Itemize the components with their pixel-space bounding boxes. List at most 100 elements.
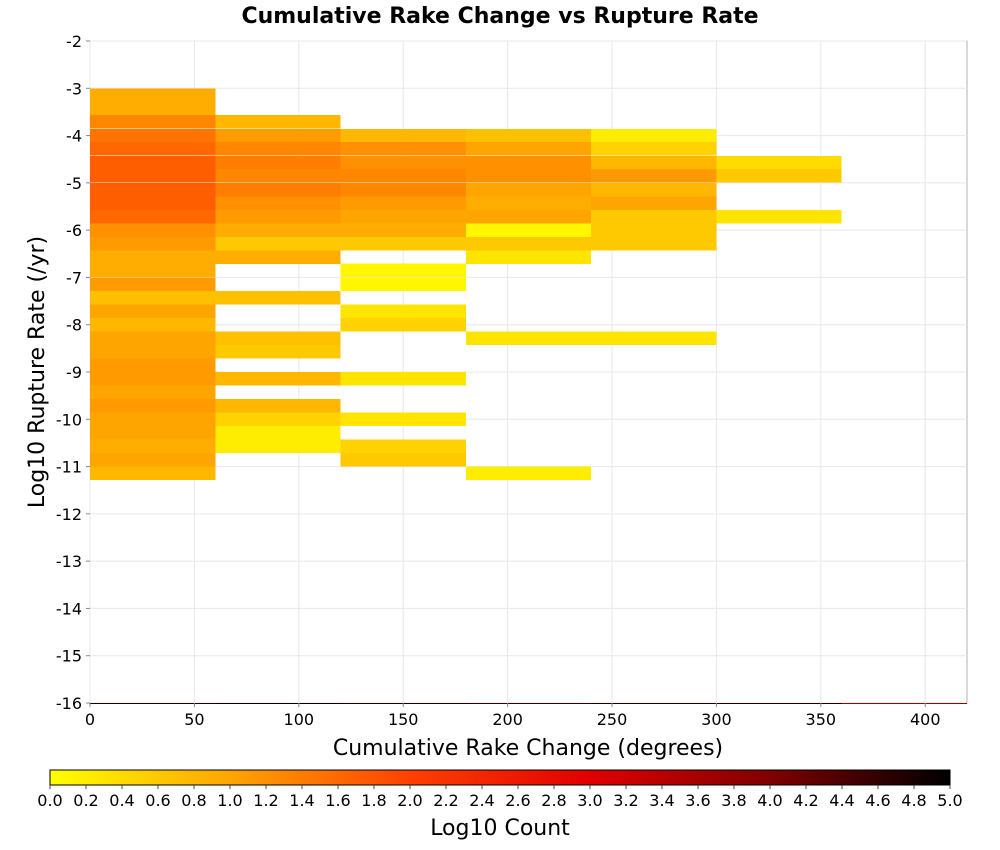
colorbar-tick-label: 0.8 (181, 791, 206, 810)
heatmap-cell (90, 358, 216, 372)
heatmap-cell (465, 155, 592, 170)
heatmap-cell (215, 128, 341, 143)
heatmap-cell (215, 345, 341, 359)
heatmap-cell (340, 439, 466, 454)
heatmap-cell (215, 291, 341, 305)
colorbar-tick-label: 3.2 (613, 791, 638, 810)
heatmap-cell (340, 142, 466, 156)
heatmap-cell (340, 452, 466, 467)
heatmap-cell (215, 169, 341, 183)
colorbar-ticks: 0.0 0.2 0.4 0.6 0.8 1.0 1.2 1.4 1.6 1.8 2.0 2.2 2.4 2… (37, 785, 963, 810)
colorbar-tick-label: 2.0 (397, 791, 422, 810)
x-tick-label: 400 (910, 710, 941, 729)
x-tick-label: 100 (284, 710, 315, 729)
heatmap-cell (215, 115, 341, 129)
colorbar-tick-label: 1.8 (361, 791, 386, 810)
heatmap-cell (591, 703, 717, 704)
heatmap-cell (340, 209, 466, 224)
heatmap-cell (90, 452, 216, 467)
colorbar-tick-label: 0.2 (73, 791, 98, 810)
heatmap-cell (90, 291, 216, 305)
heatmap-cell (215, 142, 341, 156)
heatmap-cell (215, 196, 341, 211)
heatmap-cell (340, 182, 466, 197)
heatmap-cell (465, 209, 592, 224)
heatmap-cell (215, 223, 341, 238)
heatmap-cell (90, 128, 216, 143)
heatmap-cell (716, 155, 842, 170)
y-tick-label: -13 (56, 552, 82, 571)
heatmap-cell (90, 223, 216, 238)
heatmap-cell (90, 142, 216, 156)
colorbar-tick-label: 2.8 (541, 791, 566, 810)
colorbar-tick-label: 2.4 (469, 791, 494, 810)
heatmap-cell (90, 169, 216, 183)
heatmap-cell (465, 169, 592, 183)
heatmap-cell (340, 236, 466, 251)
heatmap-cell (465, 223, 592, 238)
heatmap-cell (215, 236, 341, 251)
heatmap-cell (90, 155, 216, 170)
heatmap-cell (591, 128, 717, 143)
x-tick-label: 200 (492, 710, 523, 729)
heatmap-cell (716, 703, 842, 704)
x-axis-label: Cumulative Rake Change (degrees) (333, 736, 723, 761)
plot-area (89, 40, 968, 704)
heatmap-cell (591, 209, 717, 224)
colorbar-tick-label: 3.4 (649, 791, 674, 810)
heatmap-cell (340, 277, 466, 291)
heatmap-cell (465, 128, 592, 143)
colorbar-tick-label: 4.4 (829, 791, 854, 810)
heatmap-cell (340, 372, 466, 386)
colorbar-tick-label: 3.0 (577, 791, 602, 810)
heatmap-cell (90, 703, 216, 704)
y-tick-label: -5 (66, 174, 82, 193)
colorbar-label: Log10 Count (430, 816, 570, 841)
y-tick-label: -14 (56, 599, 82, 618)
heatmap-cell (340, 263, 466, 278)
x-tick-label: 250 (597, 710, 628, 729)
heatmap-cell (841, 703, 967, 704)
heatmap-cell (591, 142, 717, 156)
heatmap-cell (340, 128, 466, 143)
heatmap-cell (340, 155, 466, 170)
colorbar (49, 769, 951, 786)
heatmap-cell (340, 169, 466, 183)
heatmap-cell (340, 412, 466, 427)
heatmap-cell (591, 223, 717, 238)
heatmap-cell (90, 304, 216, 318)
colorbar-tick-label: 2.2 (433, 791, 458, 810)
heatmap-cell (90, 331, 216, 345)
heatmap-cell (90, 236, 216, 251)
colorbar-tick-label: 0.4 (109, 791, 134, 810)
heatmap-cell (90, 385, 216, 400)
heatmap-cell (90, 439, 216, 454)
heatmap-cell (716, 169, 842, 183)
y-tick-label: -6 (66, 221, 82, 240)
colorbar-tick-label: 3.8 (721, 791, 746, 810)
y-axis-label: Log10 Rupture Rate (/yr) (25, 236, 50, 508)
heatmap-cell (215, 331, 341, 345)
heatmap-cell (465, 182, 592, 197)
heatmap-cell (591, 169, 717, 183)
x-tick-label: 0 (85, 710, 95, 729)
colorbar-tick-label: 1.2 (253, 791, 278, 810)
heatmap-cell (340, 196, 466, 211)
heatmap-cell (215, 372, 341, 386)
heatmap-cell (90, 209, 216, 224)
heatmap-cell (90, 250, 216, 264)
y-tick-label: -9 (66, 363, 82, 382)
x-tick-label: 300 (701, 710, 732, 729)
heatmap-cell (465, 331, 592, 345)
heatmap-cell (465, 142, 592, 156)
x-tick-label: 350 (806, 710, 837, 729)
y-tick-label: -11 (56, 458, 82, 477)
y-tick-label: -3 (66, 79, 82, 98)
heatmap-cell (215, 250, 341, 264)
y-tick-label: -10 (56, 410, 82, 429)
colorbar-tick-label: 5.0 (937, 791, 962, 810)
heatmap-cell (591, 155, 717, 170)
heatmap-cell (591, 196, 717, 211)
heatmap-cell (90, 115, 216, 129)
